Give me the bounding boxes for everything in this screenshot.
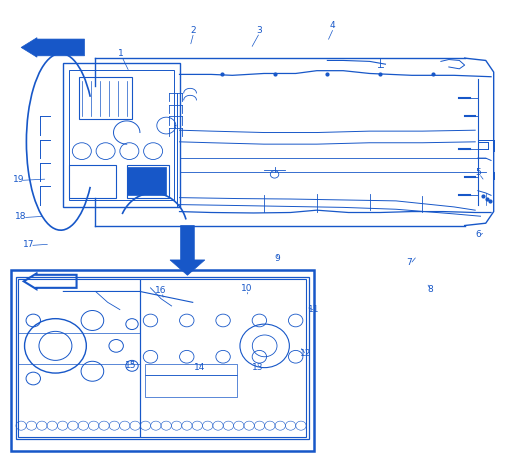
Text: 4: 4: [330, 21, 335, 30]
Text: 17: 17: [23, 239, 35, 249]
Bar: [79, 77, 132, 119]
Bar: [69, 165, 116, 198]
Text: 15: 15: [125, 360, 137, 370]
Text: 16: 16: [155, 286, 167, 295]
Text: 5: 5: [475, 167, 480, 177]
Text: 7: 7: [407, 258, 412, 267]
Bar: [145, 375, 237, 397]
Bar: [63, 63, 180, 207]
Text: 1: 1: [118, 49, 123, 58]
Bar: [145, 364, 237, 375]
Text: 11: 11: [308, 305, 320, 314]
Text: 2: 2: [190, 26, 195, 35]
Text: 10: 10: [241, 284, 253, 293]
Bar: [11, 270, 314, 451]
Text: 12: 12: [299, 349, 311, 358]
Text: 8: 8: [428, 285, 433, 294]
Text: 14: 14: [194, 363, 205, 372]
Bar: [140, 279, 306, 437]
Text: 19: 19: [13, 174, 24, 184]
Text: 18: 18: [15, 212, 27, 221]
Bar: [127, 167, 166, 195]
Bar: [69, 70, 174, 200]
Polygon shape: [21, 38, 84, 57]
Bar: [16, 277, 309, 439]
Text: 6: 6: [475, 230, 480, 239]
Bar: [127, 165, 169, 198]
Text: 9: 9: [275, 253, 280, 263]
Text: 3: 3: [256, 26, 261, 35]
Text: 13: 13: [252, 363, 263, 372]
Polygon shape: [170, 226, 205, 275]
Bar: [18, 279, 140, 437]
